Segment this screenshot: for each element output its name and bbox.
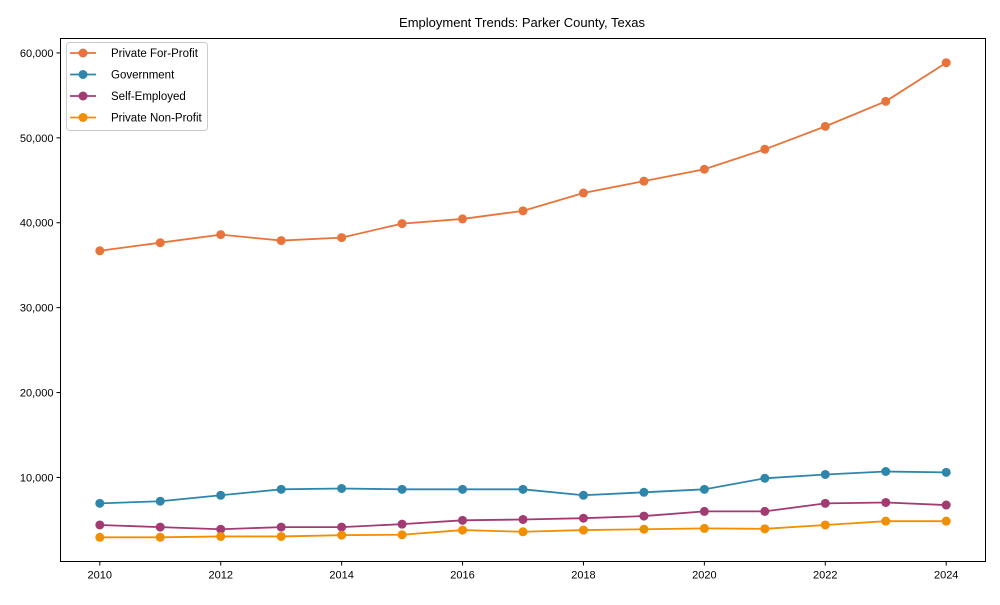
- y-tick-label: 30,000: [20, 303, 54, 315]
- data-point: [458, 214, 468, 224]
- data-point: [155, 532, 165, 542]
- data-point: [458, 484, 468, 494]
- data-point: [941, 58, 951, 68]
- y-tick-label: 50,000: [20, 133, 54, 145]
- series-line: [99, 61, 947, 252]
- data-point: [397, 484, 407, 494]
- data-point: [881, 467, 891, 477]
- data-point: [95, 520, 105, 530]
- chart-title: Employment Trends: Parker County, Texas: [399, 15, 645, 30]
- legend-marker: [78, 48, 88, 58]
- legend-box: [66, 42, 208, 131]
- data-point: [518, 206, 528, 216]
- data-point: [216, 490, 226, 500]
- data-point: [95, 498, 105, 508]
- data-point: [820, 121, 830, 131]
- data-point: [397, 530, 407, 540]
- data-point: [760, 473, 770, 483]
- series-self-employed: [95, 497, 951, 534]
- legend: Private For-Profit Government Self-Employe…: [66, 42, 208, 131]
- data-point: [276, 236, 286, 246]
- legend-label: Self-Employed: [111, 91, 186, 103]
- x-tick-label: 2020: [692, 570, 716, 582]
- data-point: [276, 531, 286, 541]
- data-point: [881, 96, 891, 106]
- series-layer: [95, 58, 951, 542]
- x-tick-label: 2016: [450, 570, 474, 582]
- data-point: [639, 487, 649, 497]
- data-point: [578, 490, 588, 500]
- data-point: [639, 176, 649, 186]
- data-point: [578, 188, 588, 198]
- data-point: [518, 484, 528, 494]
- legend-marker: [78, 113, 88, 122]
- data-point: [216, 524, 226, 534]
- x-tick-label: 2014: [329, 570, 353, 582]
- data-point: [820, 469, 830, 479]
- data-point: [276, 522, 286, 532]
- data-point: [578, 525, 588, 535]
- plot-frame: [60, 38, 986, 562]
- data-point: [699, 506, 709, 516]
- y-tick-label: 20,000: [20, 388, 54, 400]
- legend-label: Private For-Profit: [111, 48, 199, 60]
- y-tick-label: 10,000: [20, 472, 54, 484]
- data-point: [881, 516, 891, 526]
- data-point: [820, 520, 830, 530]
- legend-marker: [78, 91, 88, 101]
- data-point: [155, 238, 165, 248]
- data-point: [639, 511, 649, 521]
- legend-label: Private Non-Profit: [111, 113, 203, 125]
- y-tick-label: 40,000: [20, 218, 54, 230]
- data-point: [337, 522, 347, 532]
- data-point: [881, 497, 891, 507]
- data-point: [155, 496, 165, 506]
- data-point: [760, 524, 770, 534]
- data-point: [518, 514, 528, 524]
- data-point: [941, 467, 951, 477]
- data-point: [760, 144, 770, 154]
- data-point: [155, 522, 165, 532]
- data-point: [941, 516, 951, 526]
- data-point: [578, 513, 588, 523]
- x-tick-label: 2010: [88, 570, 112, 582]
- legend-label: Government: [111, 70, 175, 82]
- x-tick-label: 2024: [934, 570, 958, 582]
- data-point: [760, 506, 770, 516]
- data-point: [699, 484, 709, 494]
- y-tick-label: 60,000: [20, 48, 54, 60]
- series-private-for-profit: [95, 58, 951, 256]
- data-point: [820, 498, 830, 508]
- axes-layer: 2010 2012 2014 2016 2018 2020 2022 2024 10,000 20…: [20, 48, 959, 582]
- data-point: [941, 500, 951, 510]
- data-point: [397, 519, 407, 529]
- data-point: [699, 164, 709, 174]
- x-tick-label: 2012: [208, 570, 232, 582]
- data-point: [639, 524, 649, 534]
- series-government: [95, 467, 951, 508]
- data-point: [337, 233, 347, 243]
- data-point: [95, 532, 105, 542]
- data-point: [518, 527, 528, 537]
- data-point: [216, 230, 226, 240]
- data-point: [458, 525, 468, 535]
- data-point: [337, 530, 347, 540]
- data-point: [699, 523, 709, 533]
- series-private-non-profit: [95, 516, 951, 542]
- legend-marker: [78, 70, 88, 79]
- data-point: [95, 246, 105, 256]
- x-tick-label: 2018: [571, 570, 595, 582]
- data-point: [276, 484, 286, 494]
- x-tick-label: 2022: [813, 570, 837, 582]
- data-point: [458, 515, 468, 525]
- data-point: [337, 483, 347, 493]
- data-point: [216, 531, 226, 541]
- data-point: [397, 219, 407, 229]
